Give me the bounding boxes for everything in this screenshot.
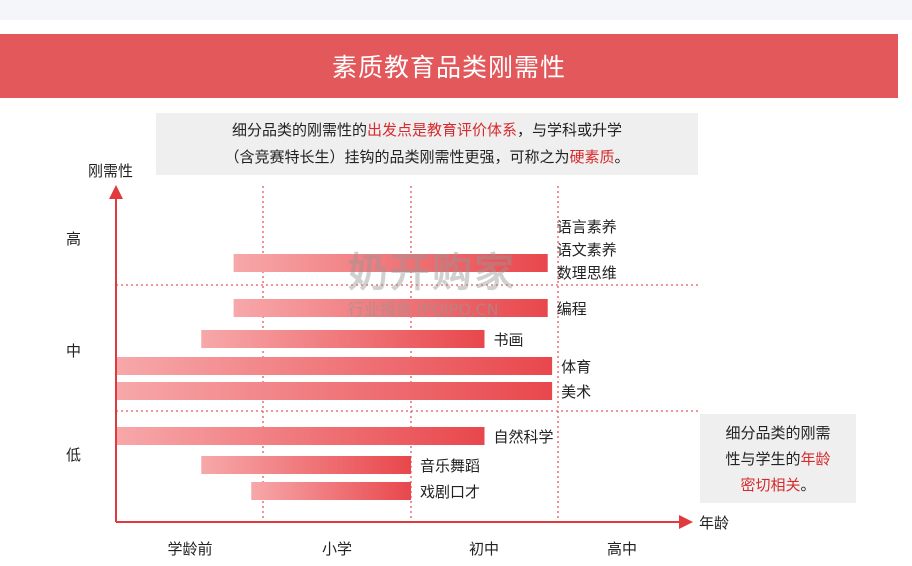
side-note-highlight: 年龄 <box>800 450 831 468</box>
bar-label: 自然科学 <box>494 428 554 446</box>
side-note-line3: 密切相关。 <box>700 472 856 498</box>
bar <box>201 456 411 474</box>
bar-label: 音乐舞蹈 <box>420 457 480 475</box>
bar-label: 戏剧口才 <box>420 483 480 501</box>
side-note: 细分品类的刚需 性与学生的年龄 密切相关。 <box>700 414 856 503</box>
x-tick-label: 小学 <box>322 540 352 558</box>
x-axis-title: 年龄 <box>699 514 729 532</box>
side-note-text: 性与学生的 <box>725 450 801 468</box>
side-note-highlight: 密切相关 <box>740 476 801 494</box>
top-note-highlight: 硬素质 <box>569 148 615 166</box>
x-tick-label: 学龄前 <box>167 540 212 558</box>
side-note-line1: 细分品类的刚需 <box>725 424 831 442</box>
bar-label: 编程 <box>557 300 587 318</box>
bar <box>233 254 548 272</box>
bar-label: 语言素养语文素养数理思维 <box>557 218 617 282</box>
top-note-text: 。 <box>614 148 630 166</box>
top-strip <box>0 0 912 20</box>
x-tick-label: 高中 <box>607 540 637 558</box>
top-note: 细分品类的刚需性的出发点是教育评价体系，与学科或升学 （含竞赛特长生）挂钩的品类… <box>156 113 698 175</box>
top-note-text: ，与学科或升学 <box>517 121 623 139</box>
top-note-highlight: 出发点是教育评价体系 <box>366 121 517 139</box>
y-level-label: 中 <box>66 342 81 360</box>
top-note-text: 细分品类的刚需性的 <box>231 121 367 139</box>
bar <box>233 299 548 317</box>
top-note-line1: 细分品类的刚需性的出发点是教育评价体系，与学科或升学 <box>156 117 698 144</box>
page-title: 素质教育品类刚需性 <box>331 53 566 82</box>
x-tick-label: 初中 <box>469 540 499 558</box>
y-axis-title: 刚需性 <box>88 162 133 180</box>
bar-label: 体育 <box>561 358 591 376</box>
bar <box>116 427 485 445</box>
bar <box>116 382 553 400</box>
bar <box>116 357 553 375</box>
side-note-text: 。 <box>800 476 816 494</box>
top-note-line2: （含竞赛特长生）挂钩的品类刚需性更强，可称之为硬素质。 <box>156 144 698 171</box>
y-level-label: 低 <box>66 446 81 464</box>
y-level-label: 高 <box>66 230 81 248</box>
bar <box>251 482 411 500</box>
bar <box>201 330 485 348</box>
title-banner: 素质教育品类刚需性 <box>0 34 898 98</box>
top-note-text: （含竞赛特长生）挂钩的品类刚需性更强，可称之为 <box>224 148 570 166</box>
bar-label: 美术 <box>561 383 591 401</box>
side-note-line2: 性与学生的年龄 <box>700 446 856 472</box>
bar-label: 书画 <box>494 331 524 349</box>
